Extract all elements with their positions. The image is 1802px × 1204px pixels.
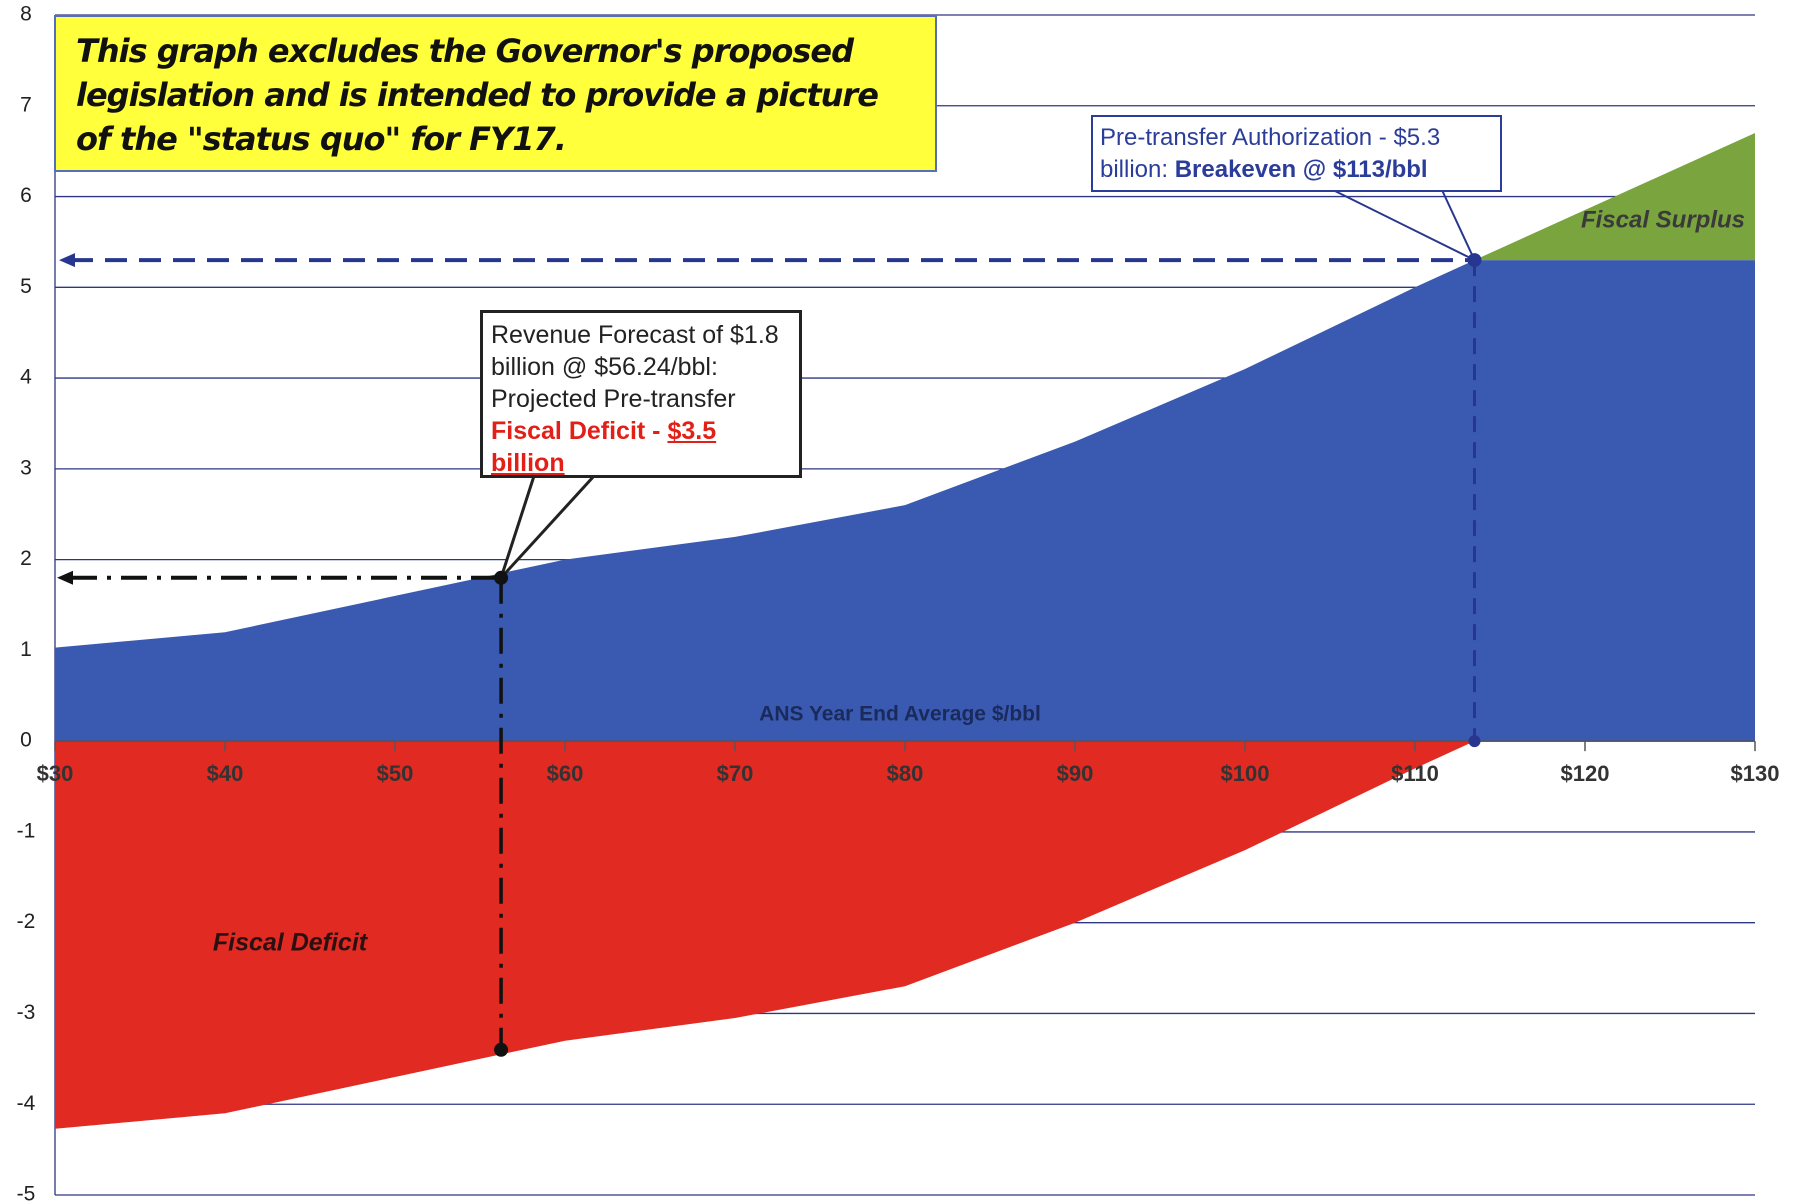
x-tick-label: $100 (1221, 761, 1270, 786)
revenue-callout: Revenue Forecast of $1.8 billion @ $56.2… (480, 310, 802, 478)
x-tick-label: $70 (717, 761, 754, 786)
y-tick-label: 2 (20, 547, 32, 570)
x-tick-label: $50 (377, 761, 414, 786)
region-label: Fiscal Surplus (1581, 206, 1745, 233)
x-tick-label: $30 (37, 761, 74, 786)
x-tick-label: $60 (547, 761, 584, 786)
note-box: This graph excludes the Governor's propo… (54, 15, 937, 172)
note-text: This graph excludes the Governor's propo… (76, 32, 879, 158)
y-tick-label: -4 (17, 1092, 36, 1115)
y-tick-label: 4 (20, 366, 32, 389)
y-tick-label: 6 (20, 184, 32, 207)
y-tick-label: 8 (20, 3, 32, 26)
x-tick-label: $110 (1391, 761, 1439, 786)
x-axis-title: ANS Year End Average $/bbl (759, 703, 1041, 726)
marker (494, 1042, 509, 1057)
callout-text: Revenue Forecast of $1.8 billion @ $56.2… (491, 321, 779, 413)
callout-breakeven: Breakeven @ $113/bbl (1174, 156, 1428, 183)
y-tick-label: 1 (20, 638, 32, 661)
y-tick-label: -2 (17, 910, 36, 933)
axis-dot (1468, 735, 1481, 748)
x-tick-label: $80 (887, 761, 924, 786)
marker (1467, 253, 1482, 268)
callout-pointer (1332, 189, 1477, 263)
callout-text: Pre-transfer Authorization - $5.3 billio… (1100, 124, 1441, 183)
x-tick-label: $90 (1057, 761, 1094, 786)
callout-deficit-amount: $3.5 billion (491, 417, 717, 477)
y-tick-label: 3 (20, 456, 32, 479)
x-tick-label: $130 (1731, 761, 1780, 786)
y-tick-label: -5 (17, 1183, 36, 1204)
y-tick-label: 5 (20, 275, 32, 298)
y-tick-label: -1 (17, 819, 36, 842)
area (1474, 133, 1755, 261)
arrow-head (57, 570, 73, 585)
y-tick-label: 7 (20, 93, 32, 116)
y-tick-label: -3 (17, 1001, 36, 1024)
callout-deficit: Fiscal Deficit - (491, 417, 668, 445)
region-label: Fiscal Deficit (213, 929, 369, 957)
marker (494, 570, 509, 585)
area (55, 741, 1475, 1129)
y-tick-label: 0 (20, 729, 32, 752)
authorization-callout: Pre-transfer Authorization - $5.3 billio… (1091, 115, 1502, 192)
x-tick-label: $120 (1561, 761, 1610, 786)
area (55, 260, 1755, 742)
arrow-head (59, 253, 75, 268)
x-tick-label: $40 (207, 761, 244, 786)
